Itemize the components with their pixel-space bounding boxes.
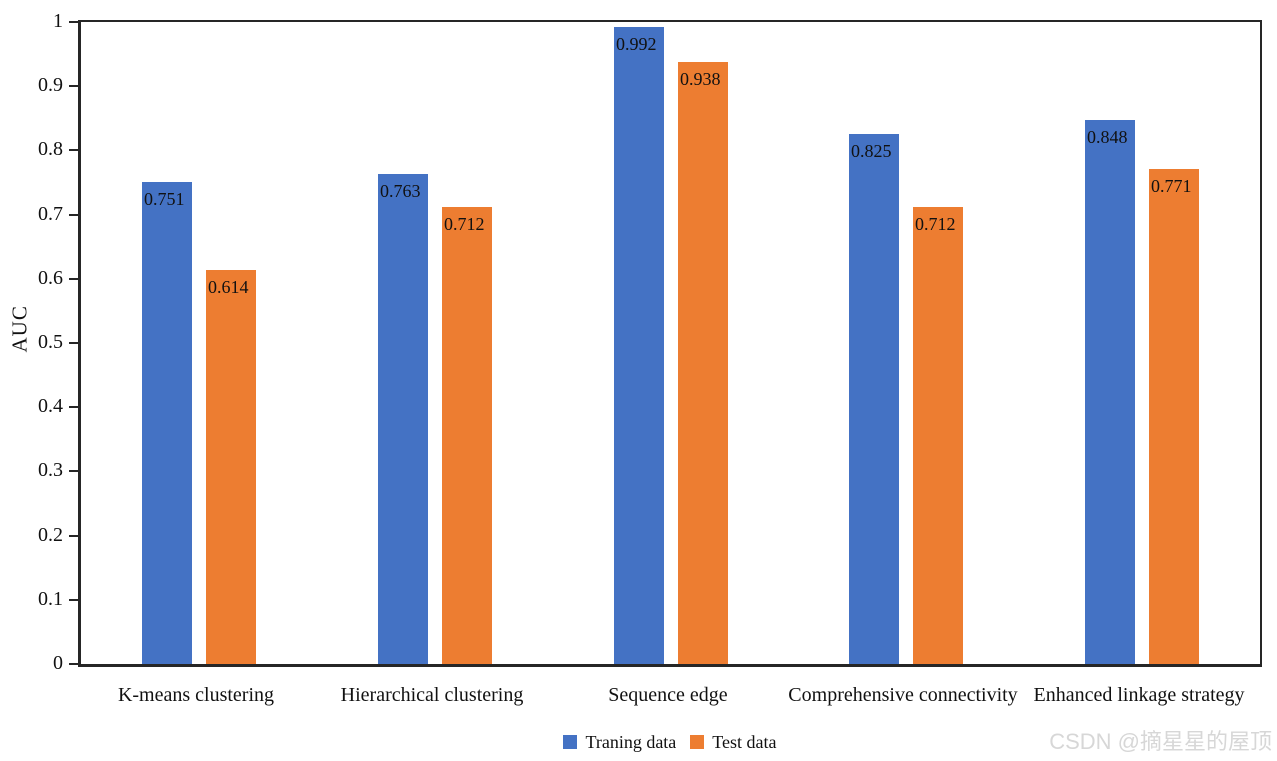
legend-label-test: Test data <box>712 731 777 752</box>
bar-traning-data-hierarchical-clustering: 0.763 <box>378 174 428 664</box>
y-tick-label-0.3: 0.3 <box>38 459 63 482</box>
bar-test-data-sequence-edge: 0.938 <box>678 62 728 664</box>
x-category-label-sequence-edge: Sequence edge <box>608 684 728 706</box>
y-tick-label-0.8: 0.8 <box>38 138 63 161</box>
y-tick-label-1: 1 <box>53 10 63 32</box>
y-axis: 0 0.1 0.2 0.3 0.4 0.5 0.6 0.7 0.8 0.9 1 <box>0 10 78 674</box>
legend-label-training: Traning data <box>585 731 677 752</box>
y-tick-mark-0.8 <box>69 149 78 152</box>
y-tick-mark-0.2 <box>69 534 78 537</box>
bars-layer: 0.751 0.614 0.763 0.712 0.992 0.938 0.825 0.712… <box>81 22 1260 664</box>
y-tick-mark-0.6 <box>69 277 78 280</box>
x-category-label-k-means-clustering: K-means clustering <box>117 684 275 706</box>
bar-value-label: 0.771 <box>1151 176 1192 196</box>
y-tick-label-0.4: 0.4 <box>38 395 63 418</box>
x-axis-category-labels: K-means clustering Hierarchical clusterin… <box>78 683 1262 709</box>
legend-swatch-training <box>563 735 578 749</box>
bar-value-label: 0.614 <box>208 277 249 297</box>
bar-traning-data-comprehensive-connectivity: 0.825 <box>849 134 899 664</box>
legend-item-training: Traning data <box>563 732 676 753</box>
bar-value-label: 0.938 <box>680 69 721 89</box>
watermark: CSDN @摘星星的屋顶 <box>1049 729 1272 754</box>
plot-area <box>78 20 1262 667</box>
bar-traning-data-k-means-clustering: 0.751 <box>142 182 192 664</box>
y-tick-label-0.2: 0.2 <box>38 523 63 546</box>
y-tick-mark-0.9 <box>69 85 78 88</box>
y-tick-mark-0.5 <box>69 342 78 344</box>
y-tick-mark-1 <box>69 21 78 23</box>
bar-traning-data-enhanced-linkage-strategy: 0.848 <box>1085 120 1135 664</box>
bar-test-data-hierarchical-clustering: 0.712 <box>442 207 492 664</box>
y-tick-label-0.6: 0.6 <box>38 266 63 289</box>
x-category-label-comprehensive-connectivity: Comprehensive connectivity <box>788 684 1018 706</box>
y-tick-label-0.7: 0.7 <box>38 202 63 225</box>
y-axis-title: AUC <box>7 305 32 353</box>
y-tick-mark-0.1 <box>69 598 78 601</box>
bar-test-data-comprehensive-connectivity: 0.712 <box>913 207 963 664</box>
bar-value-label: 0.712 <box>915 214 956 234</box>
legend-item-test: Test data <box>690 731 777 753</box>
y-tick-label-0.9: 0.9 <box>38 74 63 97</box>
y-tick-mark-0 <box>69 663 78 665</box>
bar-value-label: 0.825 <box>851 141 892 161</box>
bar-value-label: 0.712 <box>444 214 485 234</box>
bar-value-label: 0.992 <box>616 34 657 54</box>
bar-traning-data-sequence-edge: 0.992 <box>614 27 664 664</box>
y-tick-label-0.5: 0.5 <box>38 331 63 353</box>
y-tick-label-0: 0 <box>53 652 63 674</box>
legend: Traning data Test data <box>78 732 1262 752</box>
bar-value-label: 0.848 <box>1087 127 1128 147</box>
x-category-label-hierarchical-clustering: Hierarchical clustering <box>340 684 524 706</box>
y-tick-label-0.1: 0.1 <box>38 587 63 610</box>
y-tick-mark-0.3 <box>69 470 78 473</box>
x-category-label-enhanced-linkage-strategy: Enhanced linkage strategy <box>1033 684 1245 706</box>
bar-value-label: 0.751 <box>144 189 185 209</box>
bar-value-label: 0.763 <box>380 181 421 201</box>
bar-test-data-enhanced-linkage-strategy: 0.771 <box>1149 169 1199 664</box>
y-tick-mark-0.4 <box>69 406 78 409</box>
y-tick-mark-0.7 <box>69 213 78 216</box>
bar-test-data-k-means-clustering: 0.614 <box>206 270 256 664</box>
legend-swatch-test <box>690 735 705 749</box>
